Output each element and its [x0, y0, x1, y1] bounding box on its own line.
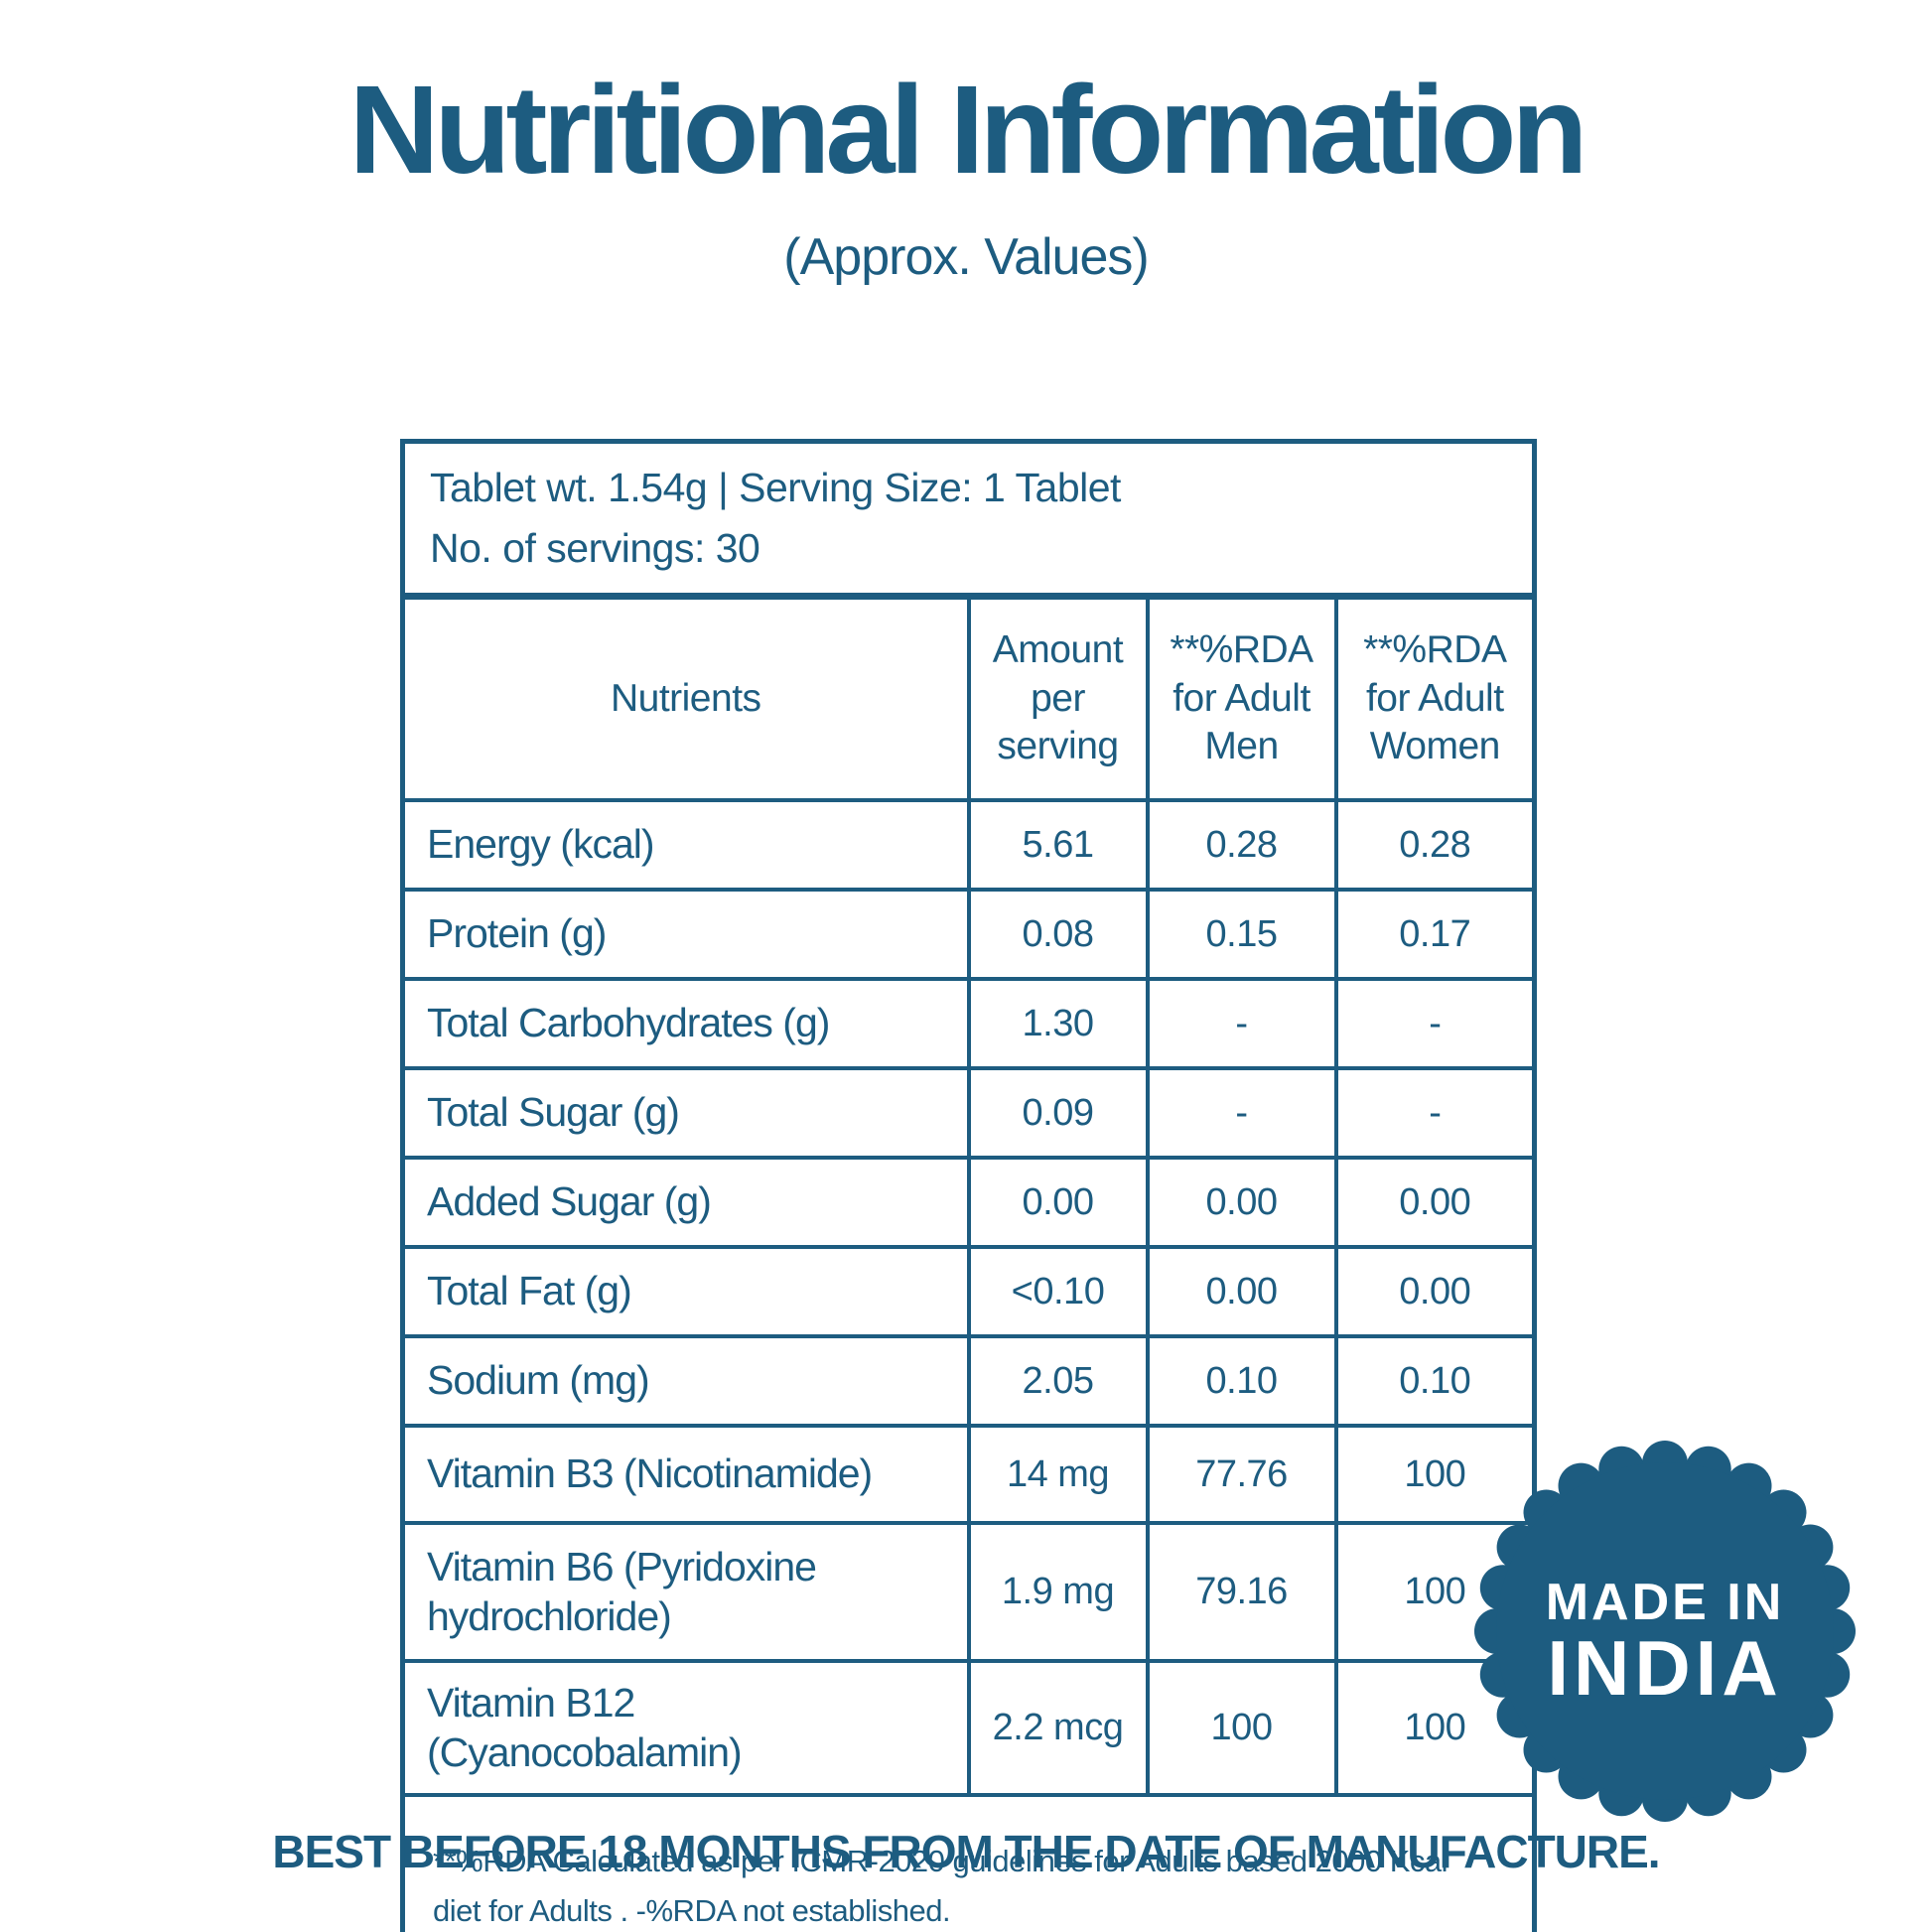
- table-row: Vitamin B6 (Pyridoxine hydrochloride) 1.…: [400, 1521, 1537, 1663]
- rda-men-value: 77.76: [1145, 1424, 1338, 1525]
- info-line-2: No. of servings: 30: [430, 525, 760, 571]
- col-header-nutrients: Nutrients: [400, 594, 971, 802]
- rda-men-value: 100: [1145, 1659, 1338, 1797]
- nutrient-name: Vitamin B6 (Pyridoxine hydrochloride): [400, 1521, 971, 1663]
- badge-line-2: INDIA: [1547, 1624, 1782, 1712]
- rda-men-value: -: [1145, 1066, 1338, 1160]
- nutrient-name: Energy (kcal): [400, 798, 971, 892]
- rda-men-value: 0.15: [1145, 888, 1338, 981]
- rda-women-value: -: [1333, 977, 1537, 1070]
- rda-men-value: 79.16: [1145, 1521, 1338, 1663]
- table-row: Added Sugar (g) 0.00 0.00 0.00: [400, 1156, 1537, 1249]
- rda-women-value: 0.17: [1333, 888, 1537, 981]
- nutrient-name: Total Sugar (g): [400, 1066, 971, 1160]
- page-subtitle: (Approx. Values): [783, 227, 1149, 286]
- nutrition-table: Tablet wt. 1.54g | Serving Size: 1 Table…: [400, 439, 1538, 1932]
- amount-value: <0.10: [966, 1245, 1150, 1338]
- amount-value: 1.9 mg: [966, 1521, 1150, 1663]
- amount-value: 5.61: [966, 798, 1150, 892]
- table-header-row: Nutrients Amount per serving **%RDA for …: [400, 594, 1537, 802]
- table-footnote: **%RDA Calculated as per ICMR-2020 guide…: [400, 1793, 1537, 1932]
- amount-value: 0.09: [966, 1066, 1150, 1160]
- rda-women-value: -: [1333, 1066, 1537, 1160]
- rda-women-value: 0.00: [1333, 1245, 1537, 1338]
- rda-men-value: 0.00: [1145, 1156, 1338, 1249]
- col-header-amount: Amount per serving: [966, 594, 1150, 802]
- table-info-cell: Tablet wt. 1.54g | Serving Size: 1 Table…: [400, 439, 1537, 600]
- nutrient-name: Vitamin B12 (Cyanocobalamin): [400, 1659, 971, 1797]
- nutrient-name: Protein (g): [400, 888, 971, 981]
- table-row: Energy (kcal) 5.61 0.28 0.28: [400, 798, 1537, 892]
- amount-value: 0.08: [966, 888, 1150, 981]
- amount-value: 2.05: [966, 1334, 1150, 1428]
- nutrient-name: Total Carbohydrates (g): [400, 977, 971, 1070]
- amount-value: 14 mg: [966, 1424, 1150, 1525]
- best-before-text: BEST BEFORE 18 MONTHS FROM THE DATE OF M…: [272, 1826, 1660, 1877]
- header-block: Nutritional Information (Approx. Values): [0, 0, 1932, 287]
- rda-men-value: -: [1145, 977, 1338, 1070]
- nutrient-name: Total Fat (g): [400, 1245, 971, 1338]
- table-row: Protein (g) 0.08 0.15 0.17: [400, 888, 1537, 981]
- made-in-india-badge: MADE IN INDIA: [1474, 1441, 1856, 1822]
- rda-men-value: 0.28: [1145, 798, 1338, 892]
- table-row: Vitamin B12 (Cyanocobalamin) 2.2 mcg 100…: [400, 1659, 1537, 1797]
- table-row: Total Fat (g) <0.10 0.00 0.00: [400, 1245, 1537, 1338]
- table-footnote-row: **%RDA Calculated as per ICMR-2020 guide…: [400, 1793, 1537, 1932]
- rda-women-value: 100: [1333, 1424, 1537, 1525]
- nutrient-name: Sodium (mg): [400, 1334, 971, 1428]
- amount-value: 2.2 mcg: [966, 1659, 1150, 1797]
- rda-women-value: 0.28: [1333, 798, 1537, 892]
- badge-line-1: MADE IN: [1546, 1574, 1785, 1631]
- table-row: Total Sugar (g) 0.09 - -: [400, 1066, 1537, 1160]
- page-title: Nutritional Information: [348, 60, 1588, 200]
- table-row: Sodium (mg) 2.05 0.10 0.10: [400, 1334, 1537, 1428]
- table-info-row: Tablet wt. 1.54g | Serving Size: 1 Table…: [400, 439, 1537, 600]
- col-header-rda-women: **%RDA for Adult Women: [1333, 594, 1537, 802]
- rda-men-value: 0.10: [1145, 1334, 1338, 1428]
- amount-value: 1.30: [966, 977, 1150, 1070]
- rda-men-value: 0.00: [1145, 1245, 1338, 1338]
- rda-women-value: 0.00: [1333, 1156, 1537, 1249]
- amount-value: 0.00: [966, 1156, 1150, 1249]
- nutrient-name: Vitamin B3 (Nicotinamide): [400, 1424, 971, 1525]
- col-header-rda-men: **%RDA for Adult Men: [1145, 594, 1338, 802]
- badge-circle: [1496, 1462, 1834, 1800]
- rda-women-value: 0.10: [1333, 1334, 1537, 1428]
- info-line-1: Tablet wt. 1.54g | Serving Size: 1 Table…: [430, 464, 1121, 510]
- table-row: Vitamin B3 (Nicotinamide) 14 mg 77.76 10…: [400, 1424, 1537, 1525]
- table-row: Total Carbohydrates (g) 1.30 - -: [400, 977, 1537, 1070]
- nutrient-name: Added Sugar (g): [400, 1156, 971, 1249]
